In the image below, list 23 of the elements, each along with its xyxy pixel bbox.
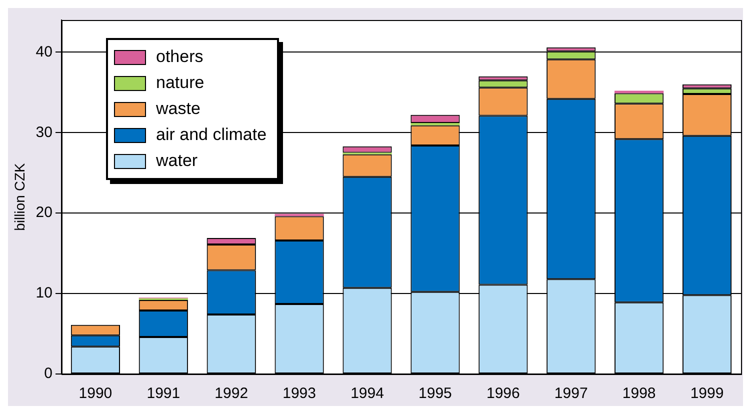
- legend-label: nature: [156, 73, 204, 93]
- x-tick-label: 1995: [418, 385, 452, 402]
- legend-label: others: [156, 47, 204, 67]
- bar: [274, 214, 324, 216]
- y-tick-label: 0: [44, 365, 52, 382]
- x-tick-label: 1999: [690, 385, 724, 402]
- y-tick-label: 20: [36, 204, 52, 222]
- x-tick-label: 1997: [554, 385, 588, 402]
- y-tick-label: 30: [36, 124, 52, 141]
- x-tick-label: 1991: [146, 385, 180, 402]
- legend-label: air and climate: [156, 125, 267, 145]
- y-axis-title: billion CZK: [11, 162, 28, 231]
- x-tick-label: 1994: [350, 385, 384, 402]
- x-tick-label: 1996: [486, 385, 520, 402]
- x-tick-label: 1992: [214, 385, 248, 402]
- y-tick-label: 10: [36, 284, 52, 302]
- bar: [410, 122, 460, 126]
- x-tick-label: 1998: [622, 385, 656, 402]
- x-tick-label: 1993: [282, 385, 316, 402]
- legend-label: waste: [156, 99, 200, 119]
- x-tick-label: 1990: [78, 385, 112, 402]
- legend-label: water: [156, 151, 198, 171]
- y-tick-label: 40: [36, 43, 52, 60]
